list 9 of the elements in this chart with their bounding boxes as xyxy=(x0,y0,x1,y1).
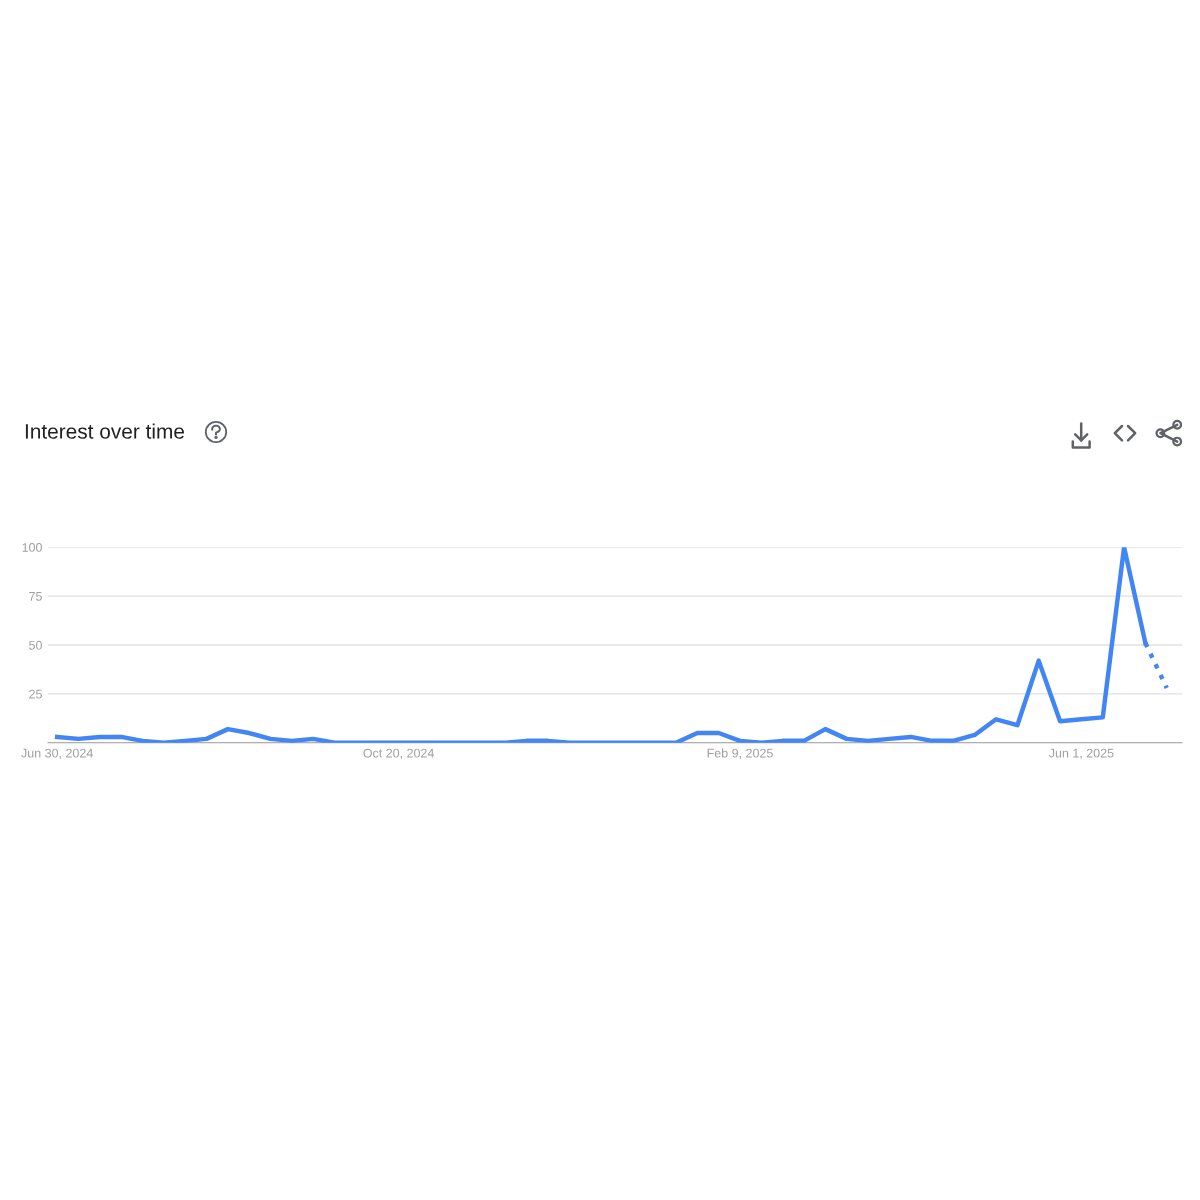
chart-title: Interest over time xyxy=(25,423,185,439)
y-tick-label: 50 xyxy=(29,640,42,650)
x-tick-label: Jun 30, 2024 xyxy=(21,748,93,760)
x-tick-label: Feb 9, 2025 xyxy=(707,748,773,760)
y-tick-label: 75 xyxy=(29,592,42,601)
x-tick-label: Oct 20, 2024 xyxy=(363,748,434,760)
y-tick-label: 25 xyxy=(29,689,42,699)
x-tick-label: Jun 1, 2025 xyxy=(1048,748,1114,760)
y-tick-label: 100 xyxy=(22,543,42,552)
